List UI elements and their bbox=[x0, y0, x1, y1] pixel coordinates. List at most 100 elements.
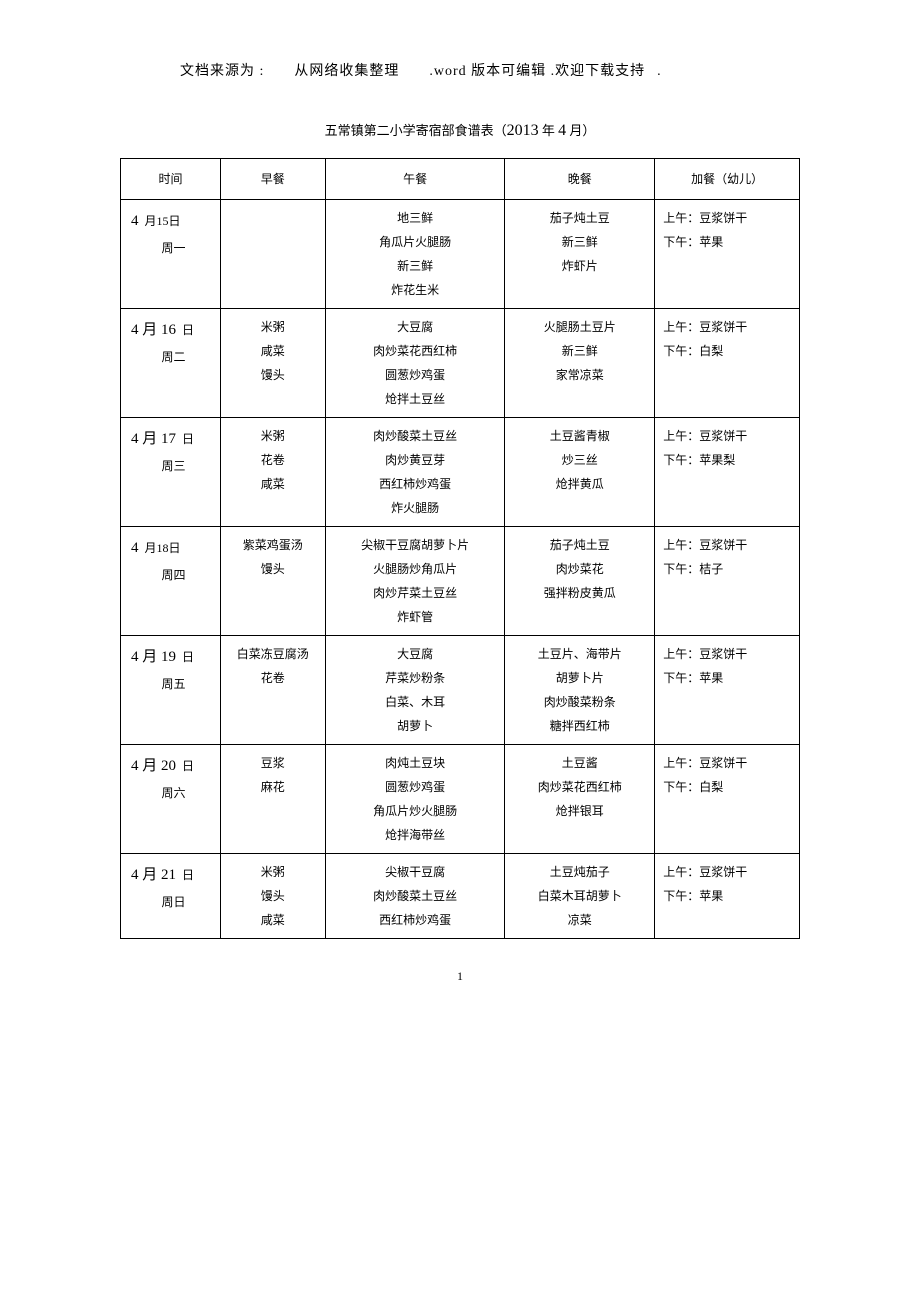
table-row: 4 月 17 日周三米粥花卷咸菜肉炒酸菜土豆丝肉炒黄豆芽西红柿炒鸡蛋炸火腿肠土豆… bbox=[121, 418, 800, 527]
menu-item: 肉炒黄豆芽 bbox=[330, 448, 501, 472]
lunch-cell: 尖椒干豆腐胡萝卜片火腿肠炒角瓜片肉炒芹菜土豆丝炸虾管 bbox=[325, 527, 505, 636]
menu-item: 下午：桔子 bbox=[663, 557, 795, 581]
menu-item: 紫菜鸡蛋汤 bbox=[225, 533, 321, 557]
weekday: 周五 bbox=[131, 672, 216, 696]
menu-item: 角瓜片火腿肠 bbox=[330, 230, 501, 254]
lunch-cell: 大豆腐芹菜炒粉条白菜、木耳胡萝卜 bbox=[325, 636, 505, 745]
date-suffix: 日 bbox=[182, 650, 194, 664]
menu-item: 下午：苹果 bbox=[663, 230, 795, 254]
menu-item: 馒头 bbox=[225, 557, 321, 581]
date-main: 4 bbox=[131, 540, 139, 556]
breakfast-cell: 米粥咸菜馒头 bbox=[220, 309, 325, 418]
menu-table: 时间 早餐 午餐 晚餐 加餐（幼儿） 4 月15日周一 地三鲜角瓜片火腿肠新三鲜炸… bbox=[120, 158, 800, 939]
menu-item: 火腿肠炒角瓜片 bbox=[330, 557, 501, 581]
menu-item: 白菜木耳胡萝卜 bbox=[509, 884, 650, 908]
menu-item: 上午：豆浆饼干 bbox=[663, 642, 795, 666]
menu-item: 炸虾管 bbox=[330, 605, 501, 629]
menu-item: 肉炒芹菜土豆丝 bbox=[330, 581, 501, 605]
menu-item: 上午：豆浆饼干 bbox=[663, 751, 795, 775]
page-number: 1 bbox=[120, 969, 800, 984]
lunch-cell: 地三鲜角瓜片火腿肠新三鲜炸花生米 bbox=[325, 200, 505, 309]
menu-item: 肉炒酸菜土豆丝 bbox=[330, 884, 501, 908]
menu-item: 圆葱炒鸡蛋 bbox=[330, 363, 501, 387]
menu-item: 花卷 bbox=[225, 448, 321, 472]
header-dot: . bbox=[657, 64, 662, 79]
menu-item: 炝拌海带丝 bbox=[330, 823, 501, 847]
date-cell: 4 月 17 日周三 bbox=[121, 418, 221, 527]
date-suffix: 月18日 bbox=[145, 541, 181, 555]
menu-item: 大豆腐 bbox=[330, 642, 501, 666]
header-colon: : bbox=[255, 64, 264, 79]
menu-item: 新三鲜 bbox=[509, 339, 650, 363]
menu-item: 西红柿炒鸡蛋 bbox=[330, 908, 501, 932]
title-year: 2013 bbox=[507, 122, 539, 139]
table-header-row: 时间 早餐 午餐 晚餐 加餐（幼儿） bbox=[121, 159, 800, 200]
dinner-cell: 土豆片、海带片胡萝卜片肉炒酸菜粉条糖拌西红柿 bbox=[505, 636, 655, 745]
table-row: 4 月 19 日周五白菜冻豆腐汤花卷大豆腐芹菜炒粉条白菜、木耳胡萝卜土豆片、海带… bbox=[121, 636, 800, 745]
menu-item: 新三鲜 bbox=[509, 230, 650, 254]
header-src: 文档来源为 bbox=[180, 64, 255, 79]
menu-item: 下午：苹果 bbox=[663, 666, 795, 690]
date-suffix: 日 bbox=[182, 868, 194, 882]
menu-item: 米粥 bbox=[225, 424, 321, 448]
snack-cell: 上午：豆浆饼干下午：苹果 bbox=[655, 636, 800, 745]
menu-item: 下午：苹果 bbox=[663, 884, 795, 908]
col-date: 时间 bbox=[121, 159, 221, 200]
menu-item: 炝拌银耳 bbox=[509, 799, 650, 823]
menu-item: 角瓜片炒火腿肠 bbox=[330, 799, 501, 823]
lunch-cell: 尖椒干豆腐肉炒酸菜土豆丝西红柿炒鸡蛋 bbox=[325, 854, 505, 939]
menu-item: 上午：豆浆饼干 bbox=[663, 860, 795, 884]
menu-item: 凉菜 bbox=[509, 908, 650, 932]
menu-item: 糖拌西红柿 bbox=[509, 714, 650, 738]
breakfast-cell bbox=[220, 200, 325, 309]
snack-cell: 上午：豆浆饼干下午：白梨 bbox=[655, 309, 800, 418]
lunch-cell: 大豆腐肉炒菜花西红柿圆葱炒鸡蛋炝拌土豆丝 bbox=[325, 309, 505, 418]
menu-item: 新三鲜 bbox=[330, 254, 501, 278]
date-suffix: 日 bbox=[182, 432, 194, 446]
weekday: 周日 bbox=[131, 890, 216, 914]
date-cell: 4 月 21 日周日 bbox=[121, 854, 221, 939]
lunch-cell: 肉炖土豆块圆葱炒鸡蛋角瓜片炒火腿肠炝拌海带丝 bbox=[325, 745, 505, 854]
menu-item: 馒头 bbox=[225, 884, 321, 908]
menu-item: 肉炖土豆块 bbox=[330, 751, 501, 775]
menu-item: 咸菜 bbox=[225, 472, 321, 496]
table-row: 4 月 16 日周二米粥咸菜馒头大豆腐肉炒菜花西红柿圆葱炒鸡蛋炝拌土豆丝火腿肠土… bbox=[121, 309, 800, 418]
date-suffix: 日 bbox=[182, 759, 194, 773]
menu-item: 咸菜 bbox=[225, 908, 321, 932]
title-year-suffix: 年 bbox=[539, 123, 559, 138]
dinner-cell: 土豆酱青椒炒三丝炝拌黄瓜 bbox=[505, 418, 655, 527]
menu-item: 火腿肠土豆片 bbox=[509, 315, 650, 339]
title-prefix: 五常镇第二小学寄宿部食谱表（ bbox=[325, 123, 507, 138]
weekday: 周六 bbox=[131, 781, 216, 805]
menu-item: 上午：豆浆饼干 bbox=[663, 533, 795, 557]
breakfast-cell: 米粥花卷咸菜 bbox=[220, 418, 325, 527]
menu-item: 米粥 bbox=[225, 860, 321, 884]
snack-cell: 上午：豆浆饼干下午：苹果 bbox=[655, 200, 800, 309]
menu-item: 炝拌土豆丝 bbox=[330, 387, 501, 411]
date-suffix: 日 bbox=[182, 323, 194, 337]
table-row: 4 月 20 日周六豆浆麻花肉炖土豆块圆葱炒鸡蛋角瓜片炒火腿肠炝拌海带丝土豆酱肉… bbox=[121, 745, 800, 854]
menu-item: 白菜、木耳 bbox=[330, 690, 501, 714]
menu-item: 花卷 bbox=[225, 666, 321, 690]
date-suffix: 月15日 bbox=[145, 214, 181, 228]
menu-item: 西红柿炒鸡蛋 bbox=[330, 472, 501, 496]
menu-item: 白菜冻豆腐汤 bbox=[225, 642, 321, 666]
menu-item: 土豆酱青椒 bbox=[509, 424, 650, 448]
date-cell: 4 月18日周四 bbox=[121, 527, 221, 636]
menu-item: 豆浆 bbox=[225, 751, 321, 775]
menu-item: 下午：苹果梨 bbox=[663, 448, 795, 472]
weekday: 周一 bbox=[131, 236, 216, 260]
menu-item: 上午：豆浆饼干 bbox=[663, 424, 795, 448]
menu-item: 土豆炖茄子 bbox=[509, 860, 650, 884]
breakfast-cell: 豆浆麻花 bbox=[220, 745, 325, 854]
date-main: 4 月 21 bbox=[131, 867, 176, 883]
col-dinner: 晚餐 bbox=[505, 159, 655, 200]
menu-item: 茄子炖土豆 bbox=[509, 533, 650, 557]
title-month: 4 bbox=[558, 122, 566, 139]
title-month-suffix: 月） bbox=[566, 123, 595, 138]
date-main: 4 月 20 bbox=[131, 758, 176, 774]
breakfast-cell: 紫菜鸡蛋汤馒头 bbox=[220, 527, 325, 636]
date-cell: 4 月 20 日周六 bbox=[121, 745, 221, 854]
menu-item: 尖椒干豆腐胡萝卜片 bbox=[330, 533, 501, 557]
menu-item: 炒三丝 bbox=[509, 448, 650, 472]
